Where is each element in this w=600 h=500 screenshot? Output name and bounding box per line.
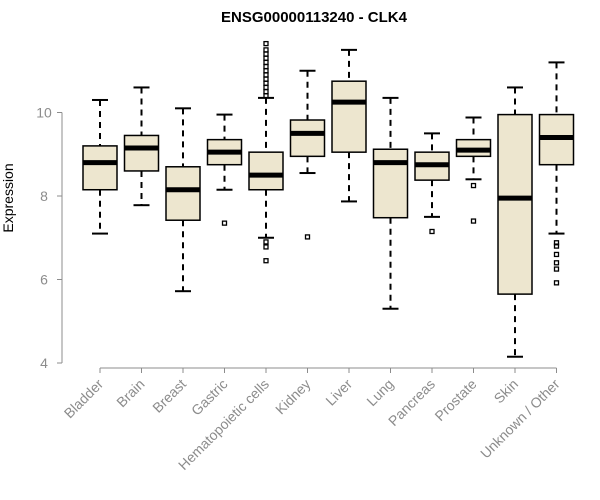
box-liver bbox=[331, 48, 367, 203]
x-tick-label: Unknown / Other bbox=[477, 376, 563, 462]
box-iqr bbox=[123, 134, 160, 172]
y-tick-label: 4 bbox=[40, 355, 48, 371]
outlier-point bbox=[553, 260, 560, 266]
outlier-point bbox=[304, 234, 311, 240]
box-iqr bbox=[248, 151, 284, 191]
box-bladder bbox=[82, 98, 118, 235]
outlier-point bbox=[470, 182, 477, 189]
y-axis-label: Expression bbox=[0, 163, 16, 232]
outlier-point bbox=[221, 220, 228, 226]
box-iqr bbox=[289, 119, 326, 158]
outlier-point bbox=[263, 84, 269, 91]
box-skin bbox=[497, 86, 533, 358]
outlier-point bbox=[429, 228, 435, 235]
x-tick-label: Breast bbox=[149, 376, 189, 416]
y-tick-label: 6 bbox=[40, 272, 48, 288]
axes: 4 6 8 10 bbox=[36, 105, 557, 373]
boxes bbox=[82, 40, 575, 358]
box-gastric bbox=[206, 113, 243, 226]
outlier-point bbox=[263, 47, 269, 53]
outlier-point bbox=[553, 251, 560, 258]
outlier-point bbox=[553, 280, 560, 286]
outlier-point bbox=[263, 88, 269, 95]
outlier-point bbox=[263, 80, 269, 86]
box-breast bbox=[165, 107, 201, 293]
x-tick-label: Lung bbox=[363, 376, 396, 409]
box-iqr bbox=[372, 148, 409, 219]
outlier-point bbox=[263, 63, 269, 70]
outlier-point bbox=[263, 51, 269, 57]
outlier-point bbox=[263, 93, 269, 99]
box-brain bbox=[123, 86, 160, 207]
outlier-point bbox=[553, 240, 560, 246]
box-unknown-other bbox=[538, 61, 575, 286]
outlier-point bbox=[263, 59, 269, 66]
outlier-point bbox=[263, 68, 269, 74]
box-iqr bbox=[331, 80, 367, 153]
box-lung bbox=[372, 96, 409, 310]
outlier-point bbox=[263, 258, 269, 264]
x-tick-label: Bladder bbox=[61, 376, 107, 422]
y-tick-label: 8 bbox=[40, 188, 48, 204]
x-tick-label: Liver bbox=[322, 376, 355, 409]
outlier-point bbox=[263, 72, 269, 78]
x-tick-label: Prostate bbox=[431, 376, 479, 424]
box-iqr bbox=[82, 145, 118, 191]
outlier-point bbox=[263, 55, 269, 61]
x-tick-label: Skin bbox=[491, 376, 522, 407]
chart-title: ENSG00000113240 - CLK4 bbox=[221, 9, 408, 26]
outlier-point bbox=[470, 218, 477, 224]
box-prostate bbox=[455, 116, 492, 224]
y-tick-label: 10 bbox=[36, 105, 52, 121]
x-tick-label: Brain bbox=[113, 376, 147, 410]
box-pancreas bbox=[414, 132, 450, 235]
outlier-point bbox=[553, 266, 560, 272]
box-iqr bbox=[165, 166, 201, 221]
box-hematopoietic-cells bbox=[248, 40, 284, 264]
outlier-point bbox=[263, 40, 269, 47]
box-kidney bbox=[289, 69, 326, 240]
outlier-point bbox=[263, 76, 269, 82]
outlier-point bbox=[553, 243, 560, 249]
outlier-point bbox=[263, 244, 269, 250]
outlier-point bbox=[263, 239, 269, 245]
x-tick-label: Kidney bbox=[272, 376, 314, 418]
box-iqr bbox=[497, 113, 533, 295]
